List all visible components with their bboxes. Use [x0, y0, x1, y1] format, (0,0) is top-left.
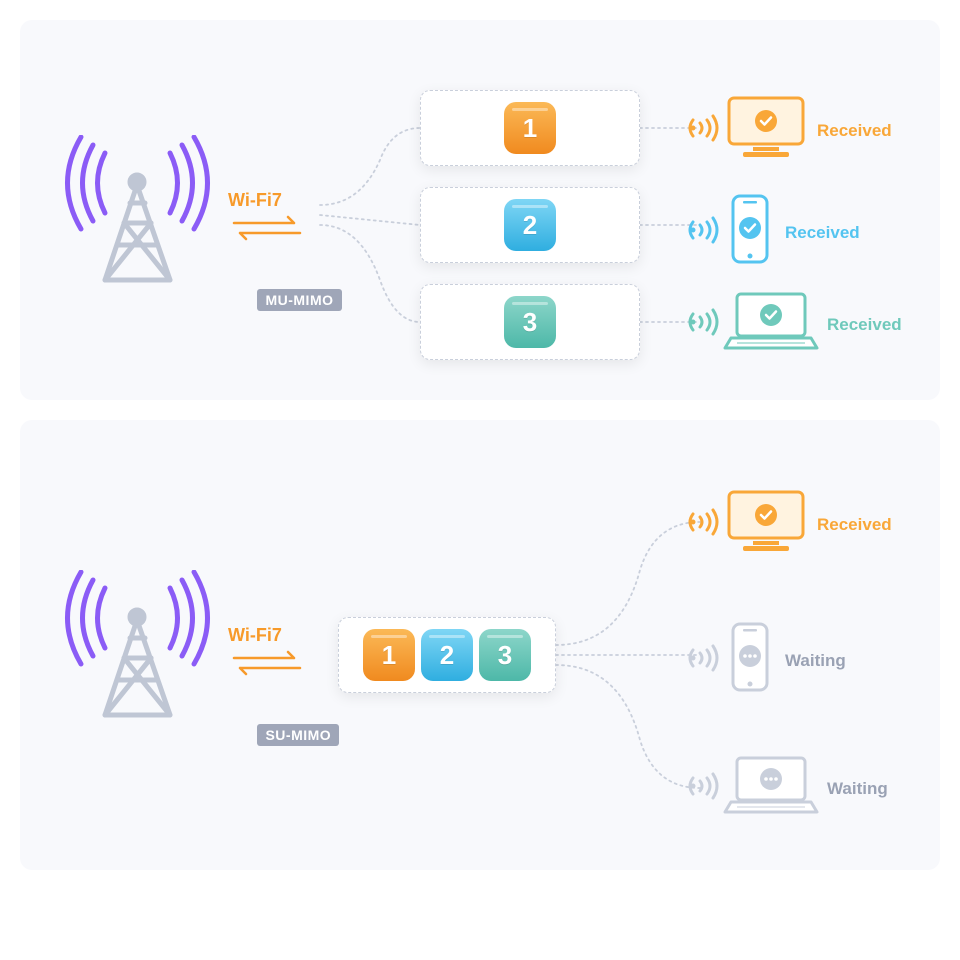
wifi-text-su: Wi-Fi7	[228, 625, 308, 646]
status-label: Received	[817, 121, 892, 141]
device-desktop-su: Received	[685, 486, 892, 563]
signal-icon	[685, 108, 719, 153]
wifi-text-mu: Wi-Fi7	[228, 190, 308, 211]
device-laptop-su: Waiting	[685, 752, 888, 825]
status-label: Received	[827, 315, 902, 335]
packet-queue-su: 1 2 3	[338, 617, 556, 693]
laptop-icon	[723, 288, 819, 361]
signal-icon	[685, 210, 719, 255]
device-phone-su: Waiting	[685, 620, 846, 701]
packet-row-2: 2	[420, 187, 640, 263]
desktop-icon	[723, 92, 809, 169]
wifi-label-su: Wi-Fi7	[228, 625, 308, 681]
packet-1-su: 1	[363, 629, 415, 681]
packet-2-mu: 2	[504, 199, 556, 251]
packet-3-su: 3	[479, 629, 531, 681]
tower-badge-mu: MU-MIMO	[257, 289, 341, 311]
packet-row-3: 3	[420, 284, 640, 360]
status-label: Received	[785, 223, 860, 243]
device-phone-mu: Received	[685, 192, 860, 273]
packet-row-1: 1	[420, 90, 640, 166]
packet-1-mu: 1	[504, 102, 556, 154]
tower-badge-su: SU-MIMO	[257, 724, 339, 746]
signal-icon	[685, 302, 719, 347]
packet-2-su: 2	[421, 629, 473, 681]
device-laptop-mu: Received	[685, 288, 902, 361]
desktop-icon	[723, 486, 809, 563]
phone-icon	[723, 620, 777, 701]
signal-icon	[685, 638, 719, 683]
packet-3-mu: 3	[504, 296, 556, 348]
status-label: Received	[817, 515, 892, 535]
mu-mimo-panel: MU-MIMO Wi-Fi7 1 2 3	[20, 20, 940, 400]
status-label: Waiting	[827, 779, 888, 799]
laptop-icon	[723, 752, 819, 825]
phone-icon	[723, 192, 777, 273]
signal-icon	[685, 502, 719, 547]
status-label: Waiting	[785, 651, 846, 671]
device-desktop-mu: Received	[685, 92, 892, 169]
wifi-label-mu: Wi-Fi7	[228, 190, 308, 246]
signal-icon	[685, 766, 719, 811]
su-mimo-panel: SU-MIMO Wi-Fi7 1 2 3 Received	[20, 420, 940, 870]
